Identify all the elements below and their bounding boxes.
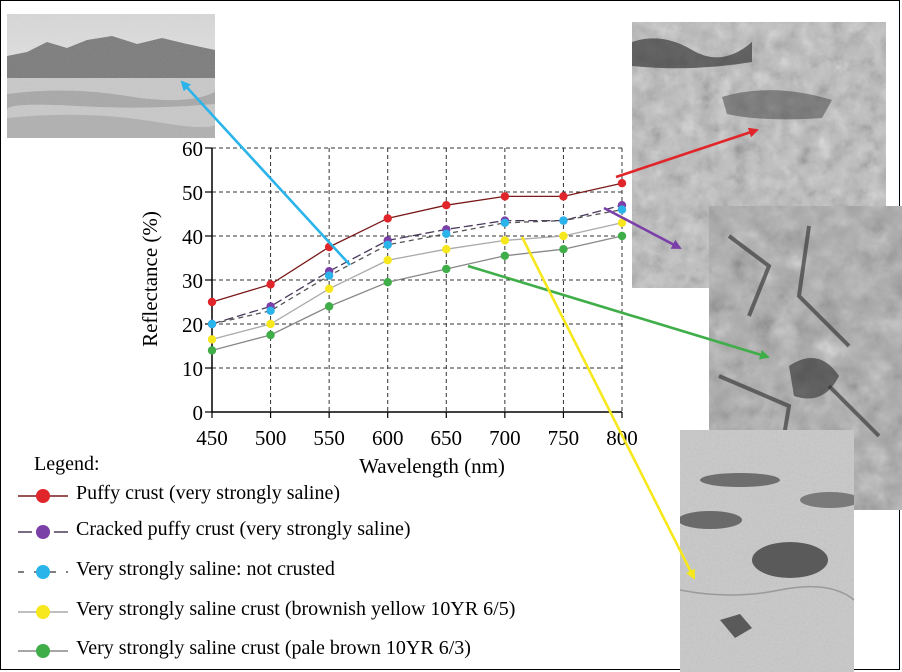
series-line <box>211 208 623 325</box>
y-tick-label: 0 <box>193 401 204 425</box>
data-point <box>500 192 510 201</box>
legend-label: Very strongly saline crust (brownish yel… <box>76 598 516 620</box>
y-axis-label: Reflectance (%) <box>138 211 162 347</box>
photo-saline-crust-ground <box>680 430 854 672</box>
axes: 0102030405060450500550600650700750800 <box>182 137 638 450</box>
legend-item: Puffy crust (very strongly saline) <box>18 481 698 511</box>
series-line <box>211 222 623 341</box>
data-point <box>324 284 334 293</box>
legend-label: Very strongly saline crust (pale brown 1… <box>76 637 471 659</box>
x-tick-label: 650 <box>431 426 463 450</box>
photo-salt-flat-landscape <box>7 14 215 138</box>
arrows-layer <box>180 80 770 580</box>
legend-title: Legend: <box>34 453 100 475</box>
legend-item: Very strongly saline crust (brownish yel… <box>18 597 698 627</box>
x-tick-label: 500 <box>255 426 287 450</box>
y-tick-label: 30 <box>182 269 203 293</box>
x-tick-label: 750 <box>548 426 580 450</box>
data-point <box>500 251 510 260</box>
legend-swatch <box>18 605 68 619</box>
data-point <box>442 264 451 274</box>
data-point <box>266 306 275 315</box>
y-tick-label: 60 <box>182 137 203 161</box>
arrow-not-crusted <box>180 80 351 266</box>
x-axis-label: Wavelength (nm) <box>359 454 505 478</box>
x-tick-label: 450 <box>196 426 228 450</box>
legend-label: Very strongly saline: not crusted <box>76 558 335 580</box>
series-layer <box>207 179 627 355</box>
x-tick-label: 550 <box>313 426 345 450</box>
data-point <box>266 280 275 289</box>
data-point <box>324 302 334 311</box>
data-point <box>500 218 510 227</box>
y-tick-label: 10 <box>182 357 203 381</box>
legend-item: Very strongly saline: not crusted <box>18 557 698 587</box>
data-point <box>559 245 568 254</box>
arrow-cracked-puffy <box>603 206 682 250</box>
arrow-puffy-crust <box>615 127 759 179</box>
data-point <box>617 179 627 188</box>
data-point <box>266 319 275 329</box>
series-1 <box>207 179 627 307</box>
data-point <box>383 214 392 223</box>
legend-swatch <box>18 489 68 503</box>
data-point <box>617 205 627 214</box>
data-point <box>500 236 510 245</box>
legend-item: Cracked puffy crust (very strongly salin… <box>18 517 698 547</box>
arrow-brownish-yellow <box>520 236 696 580</box>
data-point <box>383 240 392 249</box>
data-point <box>617 231 627 241</box>
legend-swatch <box>18 525 68 539</box>
data-point <box>559 216 568 225</box>
data-point <box>266 330 275 340</box>
data-point <box>207 297 217 307</box>
data-point <box>383 278 392 287</box>
series-4 <box>207 218 627 344</box>
data-point <box>617 218 627 227</box>
arrow-pale-brown <box>467 264 770 360</box>
legend-swatch <box>18 565 68 579</box>
legend-label: Puffy crust (very strongly saline) <box>76 482 341 504</box>
series-3 <box>207 205 627 329</box>
series-5 <box>207 231 627 355</box>
legend-label: Cracked puffy crust (very strongly salin… <box>76 518 411 540</box>
legend-swatch <box>18 644 68 658</box>
data-point <box>442 229 451 238</box>
data-point <box>442 245 451 254</box>
data-point <box>442 201 451 210</box>
y-tick-label: 20 <box>182 313 203 337</box>
grid <box>212 147 623 412</box>
data-point <box>207 346 217 355</box>
series-line <box>211 235 623 352</box>
legend-item: Very strongly saline crust (pale brown 1… <box>18 636 698 666</box>
y-tick-label: 50 <box>182 181 203 205</box>
data-point <box>207 319 217 329</box>
data-point <box>559 231 568 241</box>
data-point <box>207 335 217 344</box>
y-tick-label: 40 <box>182 225 203 249</box>
series-line <box>211 182 623 303</box>
x-tick-label: 600 <box>372 426 404 450</box>
data-point <box>559 192 568 201</box>
data-point <box>383 256 392 265</box>
series-line <box>211 204 623 325</box>
data-point <box>324 271 334 280</box>
x-tick-label: 700 <box>489 426 521 450</box>
